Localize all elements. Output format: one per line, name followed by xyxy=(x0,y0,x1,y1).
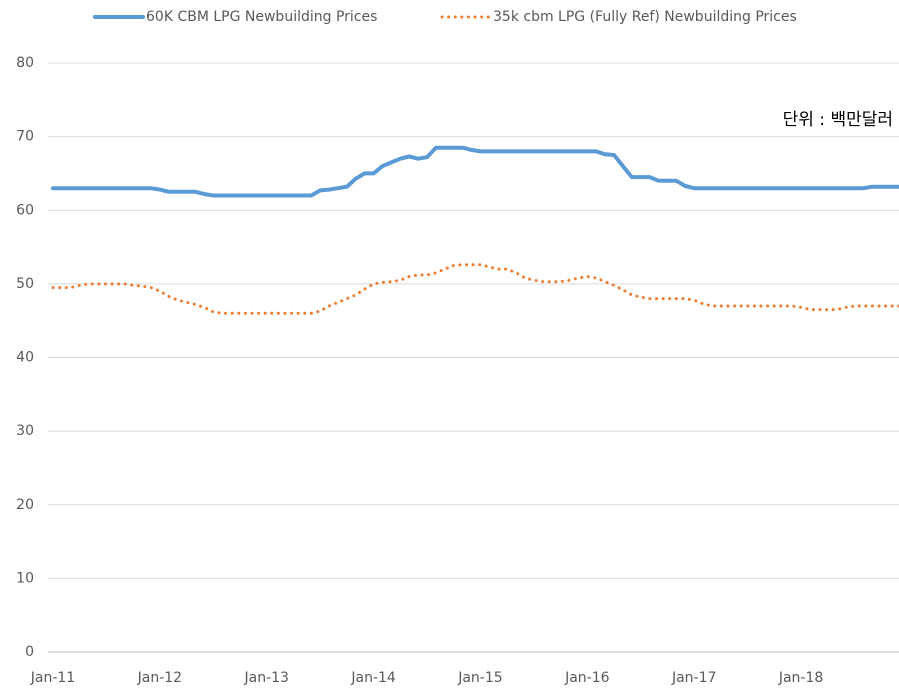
x-tick-label: Jan-17 xyxy=(671,670,716,686)
x-tick-label: Jan-11 xyxy=(30,670,75,686)
x-tick-label: Jan-14 xyxy=(350,670,396,686)
y-tick-label: 30 xyxy=(16,423,34,439)
x-tick-label: Jan-16 xyxy=(564,670,610,686)
y-tick-label: 0 xyxy=(25,644,34,660)
y-tick-label: 40 xyxy=(16,350,34,366)
y-tick-label: 20 xyxy=(16,497,34,513)
x-tick-label: Jan-13 xyxy=(243,670,288,686)
y-tick-label: 50 xyxy=(16,276,34,292)
y-tick-label: 10 xyxy=(16,570,34,586)
legend-label: 35k cbm LPG (Fully Ref) Newbuilding Pric… xyxy=(493,9,797,25)
series-line xyxy=(51,145,899,198)
x-tick-label: Jan-15 xyxy=(457,670,502,686)
series-line xyxy=(51,263,899,315)
y-tick-label: 80 xyxy=(16,55,34,71)
y-tick-label: 70 xyxy=(16,129,34,145)
unit-annotation: 단위 : 백만달러 xyxy=(783,110,893,130)
x-tick-label: Jan-18 xyxy=(778,670,823,686)
y-tick-label: 60 xyxy=(16,202,34,218)
x-tick-label: Jan-12 xyxy=(137,670,182,686)
legend-label: 60K CBM LPG Newbuilding Prices xyxy=(146,9,377,25)
